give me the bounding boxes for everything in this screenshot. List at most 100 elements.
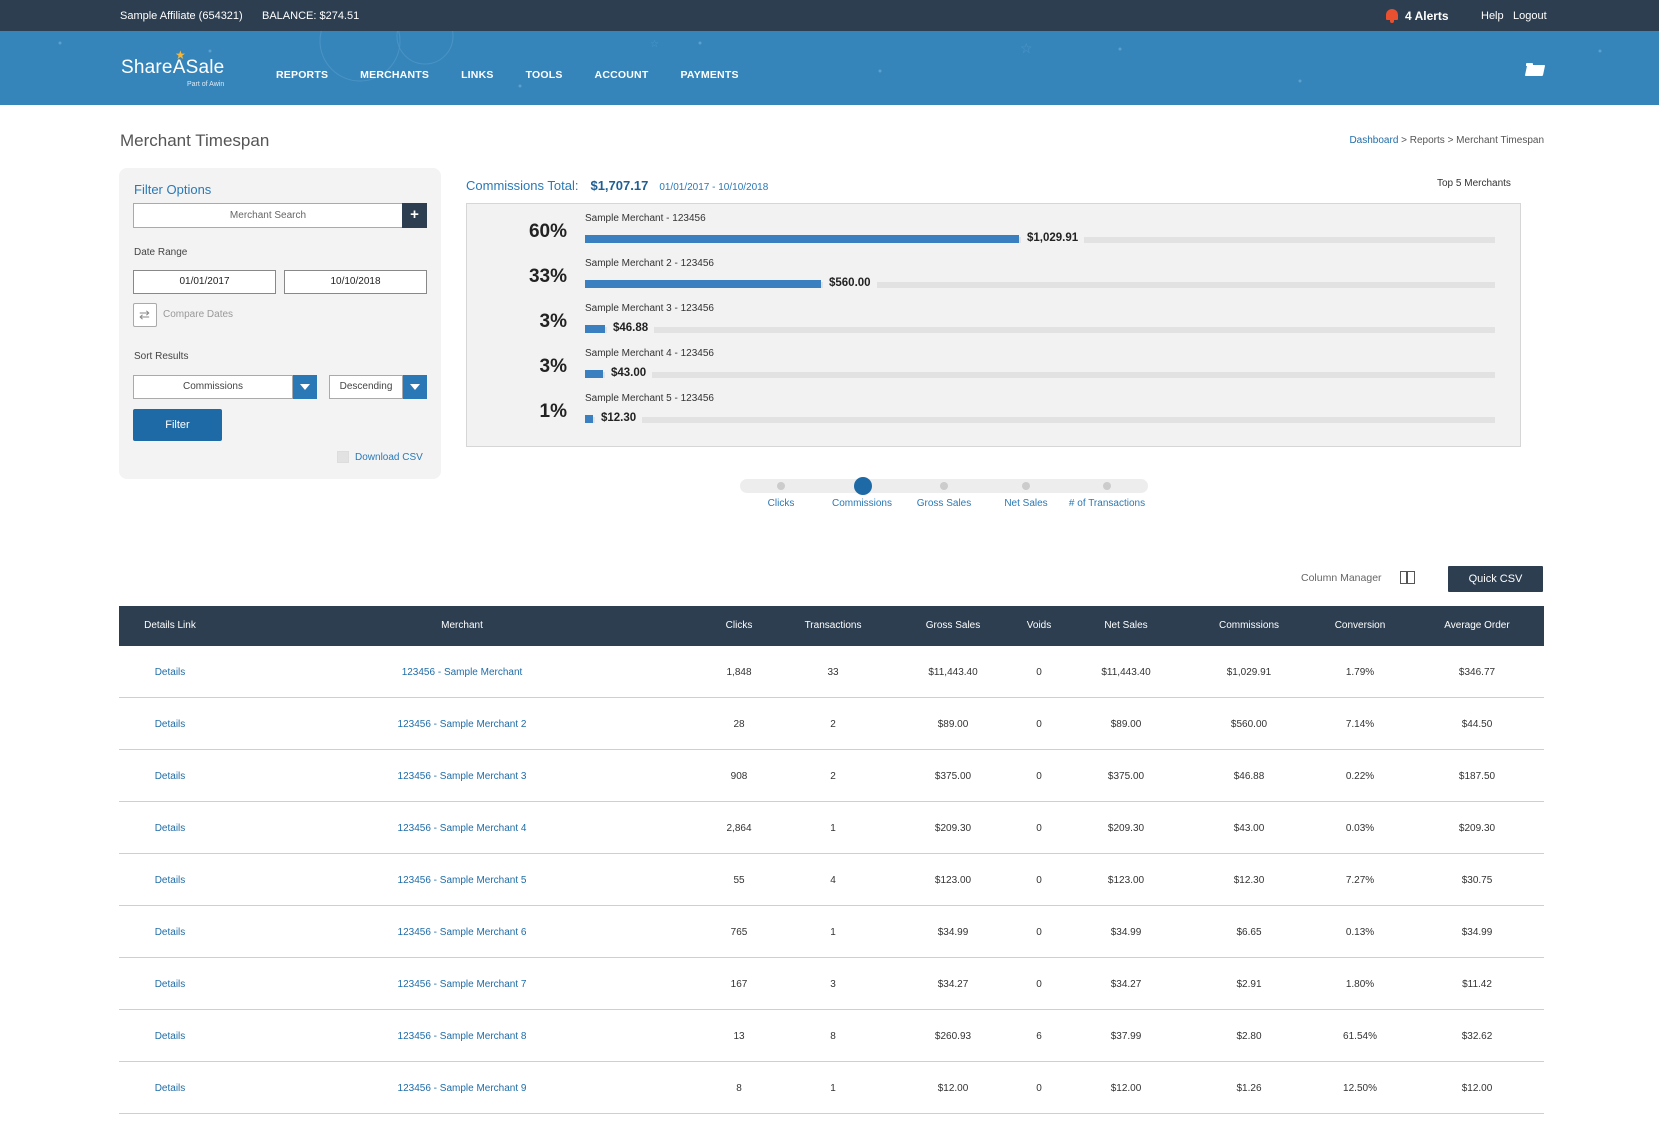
- svg-text:☆: ☆: [650, 39, 659, 50]
- filter-button[interactable]: Filter: [133, 409, 222, 441]
- merchant-search-input[interactable]: Merchant Search: [133, 203, 403, 228]
- conversion-cell: 12.50%: [1343, 1083, 1377, 1094]
- logout-link[interactable]: Logout: [1513, 10, 1547, 22]
- merchant-link[interactable]: 123456 - Sample Merchant 7: [397, 979, 527, 990]
- merchant-link[interactable]: 123456 - Sample Merchant: [401, 667, 523, 678]
- details-link[interactable]: Details: [154, 875, 186, 886]
- sort-order-select[interactable]: Descending: [329, 375, 403, 399]
- metric-dot-net-sales[interactable]: [1022, 482, 1030, 490]
- col-header-clicks[interactable]: Clicks: [725, 620, 753, 631]
- details-link[interactable]: Details: [154, 667, 186, 678]
- chart-row: 1% Sample Merchant 5 - 123456 $12.30: [467, 384, 1522, 424]
- alerts-button[interactable]: 4 Alerts: [1385, 8, 1449, 23]
- clicks-cell: 908: [730, 771, 748, 782]
- table-row: Details 123456 - Sample Merchant 8 13 8 $260…: [119, 1010, 1544, 1062]
- metric-dot-commissions[interactable]: [854, 477, 872, 495]
- sort-by-select[interactable]: Commissions: [133, 375, 293, 399]
- net-sales-cell: $375.00: [1107, 771, 1145, 782]
- metric-dot-transactions[interactable]: [1103, 482, 1111, 490]
- merchant-link[interactable]: 123456 - Sample Merchant 9: [397, 1083, 527, 1094]
- transactions-cell: 1: [830, 1083, 836, 1094]
- col-header-net-sales[interactable]: Net Sales: [1104, 620, 1148, 631]
- conversion-cell: 0.22%: [1345, 771, 1375, 782]
- nav-tools[interactable]: TOOLS: [525, 69, 563, 81]
- compare-dates-label[interactable]: Compare Dates: [163, 309, 234, 320]
- details-link[interactable]: Details: [154, 771, 186, 782]
- nav-reports[interactable]: REPORTS: [276, 69, 329, 81]
- col-header-merchant[interactable]: Merchant: [441, 620, 483, 631]
- chart-bar-track: [585, 372, 1495, 378]
- folder-icon[interactable]: [1526, 63, 1544, 76]
- merchant-link[interactable]: 123456 - Sample Merchant 6: [397, 927, 527, 938]
- chart-bar: [585, 370, 603, 378]
- details-link[interactable]: Details: [154, 979, 186, 990]
- add-merchant-button[interactable]: +: [402, 203, 427, 228]
- net-sales-cell: $209.30: [1107, 823, 1145, 834]
- average-order-cell: $32.62: [1461, 1031, 1493, 1042]
- net-sales-cell: $123.00: [1107, 875, 1145, 886]
- sharesale-logo[interactable]: ★ ShareASale Part of Awin: [121, 48, 225, 88]
- col-header-conversion[interactable]: Conversion: [1334, 620, 1386, 631]
- merchant-link[interactable]: 123456 - Sample Merchant 4: [397, 823, 527, 834]
- nav-links[interactable]: LINKS: [461, 69, 494, 81]
- average-order-cell: $44.50: [1461, 719, 1493, 730]
- quick-csv-button[interactable]: Quick CSV: [1448, 566, 1543, 592]
- gross-sales-cell: $260.93: [934, 1031, 972, 1042]
- transactions-cell: 33: [827, 667, 839, 678]
- merchant-link[interactable]: 123456 - Sample Merchant 8: [397, 1031, 527, 1042]
- metric-label-gross-sales[interactable]: Gross Sales: [916, 498, 972, 509]
- average-order-cell: $30.75: [1461, 875, 1493, 886]
- chevron-down-icon[interactable]: [293, 375, 317, 399]
- col-header-average-order[interactable]: Average Order: [1444, 620, 1510, 631]
- col-header-commissions[interactable]: Commissions: [1218, 620, 1280, 631]
- details-link[interactable]: Details: [154, 1083, 186, 1094]
- chart-bar-track: [585, 282, 1495, 288]
- conversion-cell: 61.54%: [1343, 1031, 1377, 1042]
- start-date-input[interactable]: 01/01/2017: [133, 270, 276, 294]
- metric-label-net-sales[interactable]: Net Sales: [1004, 498, 1048, 509]
- nav-account[interactable]: ACCOUNT: [594, 69, 649, 81]
- gross-sales-cell: $11,443.40: [928, 667, 978, 678]
- col-header-details[interactable]: Details Link: [144, 620, 196, 631]
- metric-label-commissions[interactable]: Commissions: [831, 498, 892, 509]
- metric-dot-clicks[interactable]: [777, 482, 785, 490]
- transactions-cell: 4: [830, 875, 836, 886]
- download-csv-link[interactable]: Download CSV: [355, 452, 423, 463]
- download-csv-checkbox[interactable]: [337, 451, 349, 463]
- compare-dates-icon[interactable]: [133, 303, 157, 327]
- chart-value-label: $12.30: [595, 412, 643, 424]
- metric-dot-gross-sales[interactable]: [940, 482, 948, 490]
- details-link[interactable]: Details: [154, 1031, 186, 1042]
- merchant-link[interactable]: 123456 - Sample Merchant 3: [397, 771, 527, 782]
- metric-label-clicks[interactable]: Clicks: [767, 498, 795, 509]
- col-header-transactions[interactable]: Transactions: [804, 620, 862, 631]
- header-decoration: ☆ ☆: [58, 31, 1602, 88]
- main-nav-bar: ☆ ☆ ★ ShareASale Part of Awin REPORTS ME…: [0, 31, 1659, 105]
- metric-label-transactions[interactable]: # of Transactions: [1068, 498, 1146, 509]
- commissions-cell: $43.00: [1233, 823, 1265, 834]
- logo-text: ShareASale: [121, 57, 225, 78]
- breadcrumb-trail: > Reports > Merchant Timespan: [1398, 135, 1544, 146]
- columns-icon[interactable]: [1400, 571, 1415, 584]
- nav-payments[interactable]: PAYMENTS: [680, 69, 739, 81]
- help-link[interactable]: Help: [1481, 10, 1504, 22]
- breadcrumb-dashboard[interactable]: Dashboard: [1349, 135, 1399, 146]
- chevron-down-icon[interactable]: [403, 375, 427, 399]
- column-manager-label[interactable]: Column Manager: [1301, 572, 1382, 584]
- table-row: Details 123456 - Sample Merchant 1,848 33 $1…: [119, 646, 1544, 698]
- logo-star-icon: ★: [175, 48, 186, 62]
- end-date-input[interactable]: 10/10/2018: [284, 270, 427, 294]
- details-link[interactable]: Details: [154, 927, 186, 938]
- table-header: Details Link Merchant Clicks Transaction…: [119, 606, 1544, 646]
- details-link[interactable]: Details: [154, 719, 186, 730]
- filter-title: Filter Options: [134, 182, 212, 197]
- col-header-gross-sales[interactable]: Gross Sales: [925, 620, 981, 631]
- merchant-link[interactable]: 123456 - Sample Merchant 2: [397, 719, 527, 730]
- chart-percent-label: 3%: [539, 356, 567, 377]
- merchant-link[interactable]: 123456 - Sample Merchant 5: [397, 875, 527, 886]
- details-link[interactable]: Details: [154, 823, 186, 834]
- net-sales-cell: $11,443.40: [1101, 667, 1151, 678]
- nav-merchants[interactable]: MERCHANTS: [360, 69, 430, 81]
- col-header-voids[interactable]: Voids: [1026, 620, 1052, 631]
- date-range-label: Date Range: [134, 247, 188, 258]
